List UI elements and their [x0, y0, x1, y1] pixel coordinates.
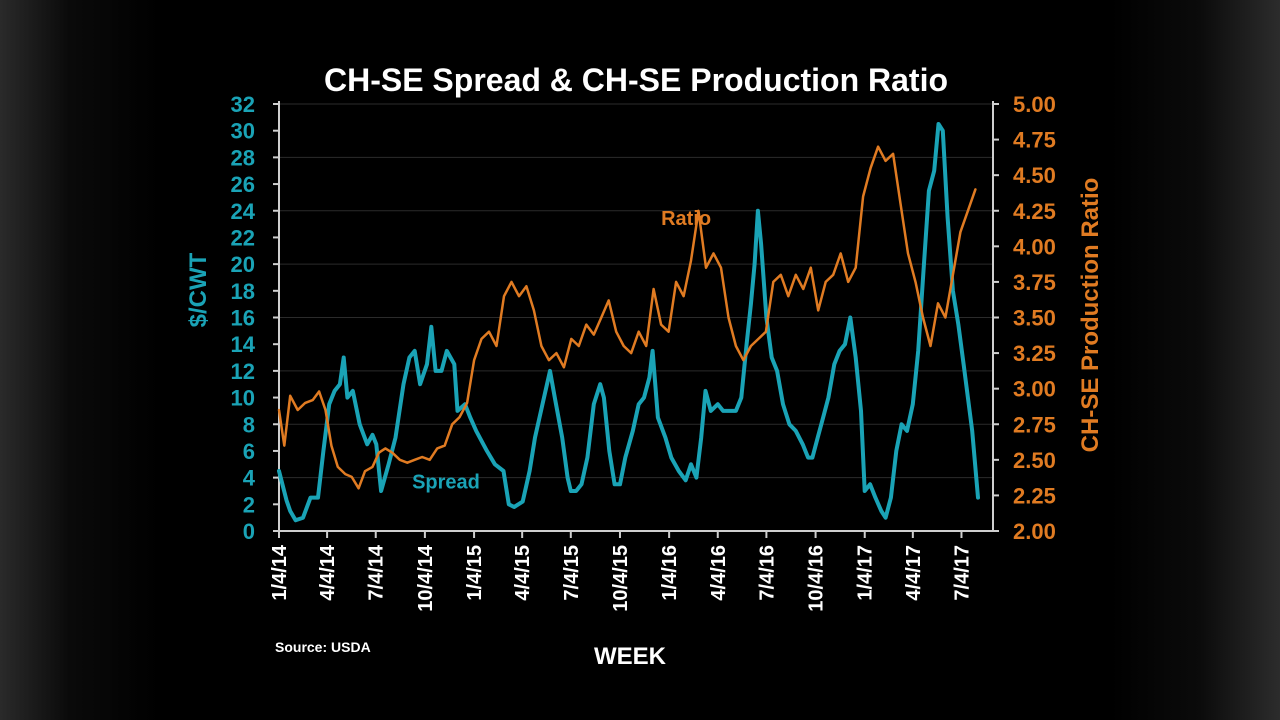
left-tick-label: 4	[243, 466, 256, 491]
left-tick-label: 16	[231, 306, 255, 331]
x-tick-label: 10/4/15	[610, 545, 632, 612]
left-tick-label: 22	[231, 225, 255, 250]
right-tick-label: 2.50	[1013, 448, 1056, 473]
series-layer: Spread Ratio	[277, 122, 980, 523]
x-tick-label: 1/4/15	[464, 545, 486, 601]
chart-title: CH-SE Spread & CH-SE Production Ratio	[324, 62, 948, 98]
x-tick-label: 4/4/14	[317, 544, 339, 600]
left-tick-label: 20	[231, 252, 255, 277]
left-tick-label: 30	[231, 119, 255, 144]
left-tick-label: 32	[231, 92, 255, 117]
right-tick-label: 5.00	[1013, 92, 1056, 117]
right-tick-label: 3.25	[1013, 341, 1056, 366]
x-tick-label: 4/4/15	[512, 545, 534, 601]
right-tick-label: 4.50	[1013, 163, 1056, 188]
right-tick-label: 3.50	[1013, 306, 1056, 331]
right-tick-label: 3.75	[1013, 270, 1056, 295]
series-line-spread	[277, 122, 980, 523]
right-tick-label: 4.25	[1013, 199, 1056, 224]
source-note: Source: USDA	[275, 639, 371, 655]
right-tick-label: 2.00	[1013, 519, 1056, 544]
left-tick-label: 14	[231, 332, 256, 357]
right-tick-label: 4.00	[1013, 234, 1056, 259]
right-axis-label: CH-SE Production Ratio	[1077, 178, 1104, 453]
right-axis-ticks: 2.00 2.25 2.50 2.75 3.00 3.25 3.50 3.75 4.00 4.25…	[993, 92, 1056, 544]
right-tick-label: 2.25	[1013, 483, 1056, 508]
series-label-ratio: Ratio	[661, 208, 711, 230]
x-tick-label: 10/4/14	[415, 544, 437, 612]
series-label-spread: Spread	[412, 471, 480, 493]
right-tick-label: 3.00	[1013, 377, 1056, 402]
left-tick-label: 6	[243, 439, 255, 464]
left-tick-label: 12	[231, 359, 255, 384]
left-tick-label: 28	[231, 145, 255, 170]
left-tick-label: 10	[231, 386, 255, 411]
left-tick-label: 8	[243, 412, 255, 437]
x-tick-label: 4/4/16	[708, 545, 730, 601]
x-axis-ticks: 1/4/14 4/4/14 7/4/14 10/4/14 1/4/15 4/4/15 7/4…	[269, 531, 973, 612]
x-tick-label: 7/4/14	[366, 544, 388, 600]
x-tick-label: 7/4/16	[756, 545, 778, 601]
x-tick-label: 1/4/14	[269, 544, 291, 600]
x-tick-label: 10/4/16	[806, 545, 828, 612]
x-tick-label: 1/4/16	[659, 545, 681, 601]
x-tick-label: 4/4/17	[903, 545, 925, 601]
left-tick-label: 0	[243, 519, 255, 544]
x-axis-label: WEEK	[594, 643, 667, 670]
x-tick-label: 7/4/17	[951, 545, 973, 601]
right-tick-label: 4.75	[1013, 128, 1056, 153]
right-tick-label: 2.75	[1013, 412, 1056, 437]
x-tick-label: 7/4/15	[561, 545, 583, 601]
left-axis-label: $/CWT	[185, 252, 212, 327]
left-tick-label: 24	[231, 199, 256, 224]
left-tick-label: 2	[243, 492, 255, 517]
left-tick-label: 26	[231, 172, 255, 197]
x-tick-label: 1/4/17	[855, 545, 877, 601]
left-tick-label: 18	[231, 279, 255, 304]
series-line-ratio	[277, 145, 977, 490]
